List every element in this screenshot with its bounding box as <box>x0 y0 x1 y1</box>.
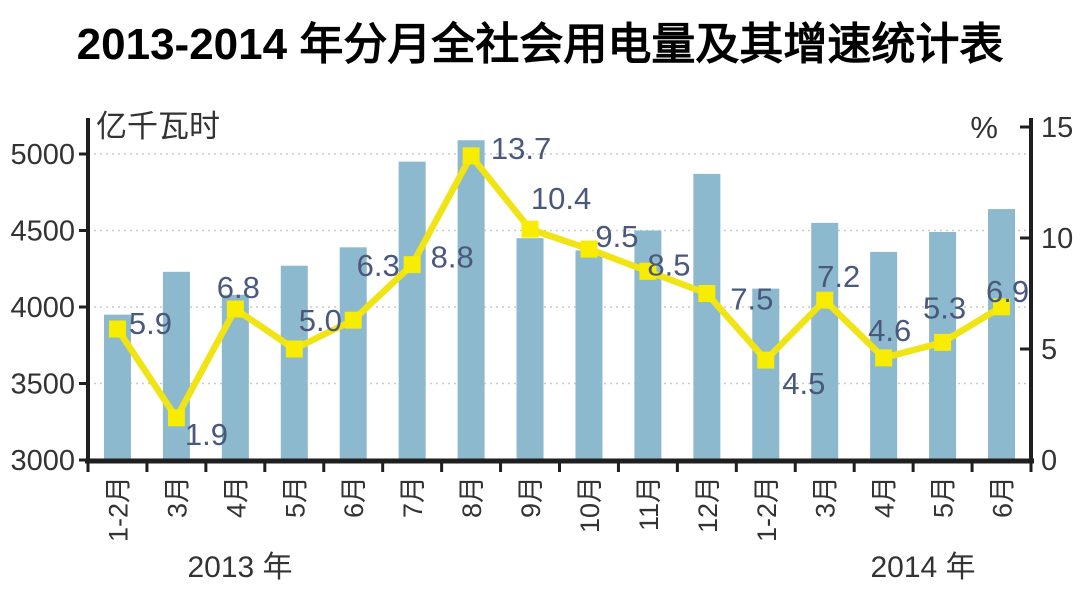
growth-marker-10月-9.5 <box>580 240 598 258</box>
growth-marker-5月-5 <box>285 340 303 358</box>
data-label-7.2: 7.2 <box>817 259 860 294</box>
bar-7月-4950 <box>398 161 426 462</box>
growth-marker-4月-4.6 <box>875 349 893 367</box>
data-label-6.9: 6.9 <box>986 274 1029 309</box>
growth-marker-6月-6.3 <box>344 311 362 329</box>
left-tick-label-4500: 4500 <box>10 216 75 248</box>
growth-marker-3月-1.9 <box>167 409 185 427</box>
left-axis-unit-label: 亿千瓦时 <box>96 109 220 144</box>
x-tick-label-14-5月: 5月 <box>929 476 959 518</box>
growth-marker-1-2月-5.9 <box>108 320 126 338</box>
data-label-10.4: 10.4 <box>531 181 591 216</box>
x-tick-label-2-4月: 4月 <box>221 476 251 518</box>
data-label-9.5: 9.5 <box>595 219 638 254</box>
bar-3月-4230 <box>162 271 190 462</box>
x-tick-label-15-6月: 6月 <box>988 476 1018 518</box>
right-tick-label-15: 15 <box>1041 112 1073 144</box>
left-tick-label-5000: 5000 <box>10 139 75 171</box>
right-tick-label-10: 10 <box>1041 223 1073 255</box>
bar-6月-4390 <box>339 247 367 462</box>
bar-6月-4640 <box>988 209 1016 462</box>
left-tick-label-4000: 4000 <box>10 292 75 324</box>
growth-marker-5月-5.3 <box>934 333 952 351</box>
growth-marker-4月-6.8 <box>226 300 244 318</box>
x-tick-label-3-5月: 5月 <box>280 476 310 518</box>
growth-marker-3月-7.2 <box>816 291 834 309</box>
x-tick-label-0-1-2月: 1-2月 <box>103 476 133 542</box>
data-label-5.3: 5.3 <box>923 290 966 325</box>
growth-marker-9月-10.4 <box>521 220 539 238</box>
right-axis-unit-label: % <box>970 110 998 145</box>
x-tick-label-7-9月: 9月 <box>516 476 546 518</box>
chart-title: 2013-2014 年分月全社会用电量及其增速统计表 <box>76 20 1004 69</box>
data-label-4.5: 4.5 <box>782 366 825 401</box>
data-label-6.8: 6.8 <box>217 270 260 305</box>
left-tick-label-3000: 3000 <box>10 445 75 477</box>
x-tick-label-12-3月: 3月 <box>811 476 841 518</box>
data-label-8.5: 8.5 <box>647 247 690 282</box>
right-tick-label-5: 5 <box>1041 334 1057 366</box>
bar-5月-4270 <box>280 265 308 462</box>
x-tick-label-8-10月: 10月 <box>575 476 605 533</box>
x-tick-label-13-4月: 4月 <box>870 476 900 518</box>
data-label-6.3: 6.3 <box>357 248 400 283</box>
data-label-4.6: 4.6 <box>868 313 911 348</box>
data-label-5.9: 5.9 <box>129 306 172 341</box>
year-label-2014 年: 2014 年 <box>870 551 975 584</box>
bar-8月-5090 <box>457 140 485 463</box>
bar-9月-4450 <box>516 238 544 462</box>
data-label-8.8: 8.8 <box>431 240 474 275</box>
x-tick-label-4-6月: 6月 <box>339 476 369 518</box>
data-label-1.9: 1.9 <box>185 417 228 452</box>
left-tick-label-3500: 3500 <box>10 369 75 401</box>
growth-marker-7月-8.8 <box>403 256 421 274</box>
data-label-13.7: 13.7 <box>491 131 551 166</box>
right-tick-label-0: 0 <box>1041 445 1057 477</box>
bar-3月-4550 <box>811 222 839 462</box>
x-tick-label-6-8月: 8月 <box>457 476 487 518</box>
year-label-2013 年: 2013 年 <box>187 551 292 584</box>
growth-marker-11月-8.5 <box>639 262 657 280</box>
bar-1-2月-4120 <box>752 288 780 462</box>
growth-line <box>114 152 1005 422</box>
x-tick-label-1-3月: 3月 <box>162 476 192 518</box>
growth-marker-1-2月-4.5 <box>757 351 775 369</box>
growth-marker-12月-7.5 <box>698 285 716 302</box>
data-label-7.5: 7.5 <box>730 282 773 317</box>
x-tick-label-5-7月: 7月 <box>398 476 428 518</box>
x-tick-label-9-11月: 11月 <box>634 476 664 531</box>
data-label-5.0: 5.0 <box>299 303 342 338</box>
x-tick-label-11-1-2月: 1-2月 <box>752 476 782 542</box>
bar-10月-4370 <box>575 250 603 462</box>
bar-12月-4870 <box>693 173 721 462</box>
growth-marker-8月-13.7 <box>462 147 480 165</box>
x-tick-label-10-12月: 12月 <box>693 476 723 533</box>
growth-marker-6月-6.9 <box>993 298 1011 316</box>
